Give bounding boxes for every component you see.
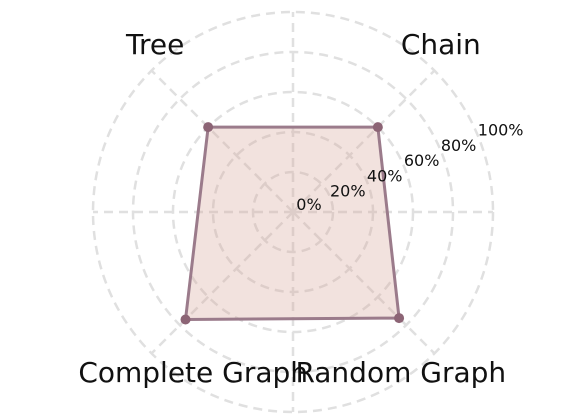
radial-tick-labels: 0% 20%40%60%80%100% <box>296 120 523 214</box>
tick-label: 20% <box>330 182 366 201</box>
series-area <box>184 125 401 321</box>
category-label: Random Graph <box>295 356 506 389</box>
tick-label: 40% <box>367 166 403 185</box>
grid-spoke <box>292 69 436 213</box>
category-label: Tree <box>125 28 184 61</box>
tick-label: 60% <box>404 151 440 170</box>
grid-circle-20 <box>251 170 335 254</box>
tick-label: 100% <box>478 120 524 139</box>
data-point-chain <box>372 122 383 133</box>
category-label: Complete Graph <box>78 356 308 389</box>
tick-label: 80% <box>441 136 477 155</box>
data-point-tree <box>203 122 214 133</box>
data-point-complete-graph <box>180 314 191 325</box>
data-point-random-graph <box>394 313 405 324</box>
grid-circle-80 <box>131 50 455 374</box>
grid-spoke <box>292 211 436 355</box>
grid-spoke <box>150 211 294 355</box>
tick-label: 0% <box>296 195 321 214</box>
grid-spoke <box>150 69 294 213</box>
radar-series <box>180 122 405 325</box>
category-label: Chain <box>401 28 481 61</box>
radar-grid <box>91 10 495 414</box>
